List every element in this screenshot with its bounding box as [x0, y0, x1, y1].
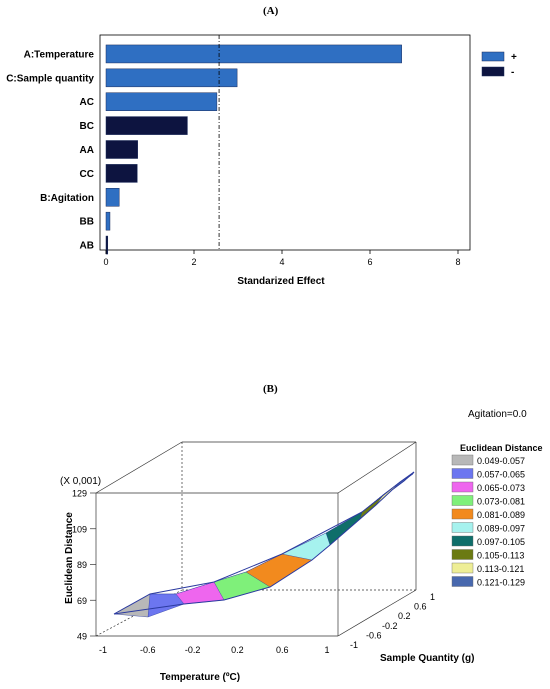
bar-3 — [105, 92, 218, 111]
pareto-x-ticks: 0 2 4 6 8 — [103, 250, 461, 267]
legend-label: 0.065-0.073 — [477, 483, 525, 493]
box-edge — [95, 441, 183, 494]
bar-4 — [105, 116, 188, 135]
pareto-category-labels: A:Temperature C:Sample quantity AC BC AA CC B:… — [6, 49, 94, 251]
bar-1 — [105, 44, 402, 64]
sample-quantity-tick-label: 0.2 — [398, 611, 411, 621]
legend-label: 0.097-0.105 — [477, 537, 525, 547]
legend-swatch — [451, 495, 474, 506]
surface-bounding-box — [95, 441, 417, 637]
sample-quantity-axis-ticks: -1 -0.6-0.20.20.61 — [350, 592, 435, 650]
pareto-chart: A:Temperature C:Sample quantity AC BC AA CC B:… — [6, 34, 517, 287]
plot-frame — [99, 34, 471, 251]
category-label: BC — [80, 121, 94, 132]
agitation-annotation: Agitation=0.0 — [468, 409, 527, 420]
legend-swatch — [451, 576, 474, 587]
legend-label: 0.081-0.089 — [477, 510, 525, 520]
bar-5 — [105, 140, 138, 159]
bar-8 — [105, 211, 111, 231]
surface-back-edge — [113, 471, 415, 615]
temperature-tick-label: -0.6 — [140, 645, 156, 655]
box-edge — [337, 441, 417, 494]
pareto-legend: +- — [481, 51, 517, 78]
temperature-axis-ticks: -1 -0.6 -0.2 0.2 0.6 1 — [99, 645, 330, 655]
z-tick-label: 89 — [77, 560, 87, 570]
surface-bands — [113, 471, 415, 618]
legend-label: 0.057-0.065 — [477, 470, 525, 480]
category-label: A:Temperature — [24, 49, 95, 60]
z-tick-label: 129 — [72, 489, 87, 499]
x-tick-label: 6 — [367, 257, 372, 267]
pareto-plot-frame — [99, 34, 471, 251]
legend-swatch — [451, 522, 474, 533]
temperature-tick-label: -1 — [99, 645, 107, 655]
legend-swatch — [451, 549, 474, 560]
legend-swatch — [451, 535, 474, 547]
z-tick-label: 69 — [77, 596, 87, 606]
temperature-tick-label: 0.6 — [276, 645, 289, 655]
z-tick-label: 109 — [72, 524, 87, 534]
legend-label: - — [511, 67, 514, 78]
temperature-axis-label: Temperature (ºC) — [160, 672, 240, 683]
sample-quantity-tick-label: -1 — [350, 640, 358, 650]
category-label: C:Sample quantity — [6, 73, 94, 84]
legend-label: 0.073-0.081 — [477, 497, 525, 507]
legend-swatch — [451, 468, 474, 479]
category-label: B:Agitation — [40, 193, 94, 204]
legend-label: 0.121-0.129 — [477, 578, 525, 588]
panel-b-label: (B) — [263, 383, 278, 395]
temperature-tick-label: -0.2 — [185, 645, 201, 655]
bar-9 — [105, 235, 109, 255]
legend-swatch — [481, 51, 505, 62]
legend-swatch — [451, 454, 474, 466]
sample-quantity-tick-label: 0.6 — [414, 602, 427, 612]
bar-6 — [105, 164, 138, 183]
temperature-tick-label: 1 — [324, 645, 329, 655]
z-axis-label: Euclidean Distance — [64, 512, 75, 604]
legend-label: 0.049-0.057 — [477, 456, 525, 466]
legend-swatch — [451, 508, 474, 520]
z-scale-label: (X 0,001) — [60, 476, 101, 487]
surface-legend: Euclidean Distance 0.049-0.057 0.057-0.065… — [451, 443, 543, 588]
category-label: AB — [80, 241, 94, 252]
legend-swatch — [481, 66, 505, 77]
x-tick-label: 0 — [103, 257, 108, 267]
pareto-x-axis-label: Standarized Effect — [237, 276, 325, 287]
x-tick-label: 4 — [279, 257, 284, 267]
legend-label: + — [511, 52, 517, 63]
surface-front-edge — [113, 471, 415, 615]
box-edge — [337, 589, 417, 637]
pareto-bars — [105, 35, 402, 255]
category-label: AA — [80, 145, 94, 156]
sample-quantity-tick-label: -0.6 — [366, 630, 382, 640]
legend-swatch — [451, 562, 474, 574]
legend-label: 0.105-0.113 — [477, 551, 524, 561]
z-axis-ticks: 129 109 89 69 49 — [72, 489, 96, 642]
panel-a-label: (A) — [263, 5, 279, 17]
legend-title: Euclidean Distance — [460, 443, 543, 453]
temperature-tick-label: 0.2 — [231, 645, 244, 655]
bar-7 — [105, 188, 120, 207]
x-tick-label: 2 — [191, 257, 196, 267]
bar-2 — [105, 68, 238, 88]
category-label: AC — [80, 97, 94, 108]
z-tick-label: 49 — [77, 632, 87, 642]
legend-swatch — [451, 481, 474, 493]
legend-label: 0.113-0.121 — [477, 564, 524, 574]
sample-quantity-axis-label: Sample Quantity (g) — [380, 653, 474, 664]
sample-quantity-tick-label: -0.2 — [382, 621, 398, 631]
sample-quantity-tick-label: 1 — [430, 592, 435, 602]
category-label: CC — [80, 169, 94, 180]
x-tick-label: 8 — [455, 257, 460, 267]
legend-label: 0.089-0.097 — [477, 524, 525, 534]
category-label: BB — [80, 217, 94, 228]
